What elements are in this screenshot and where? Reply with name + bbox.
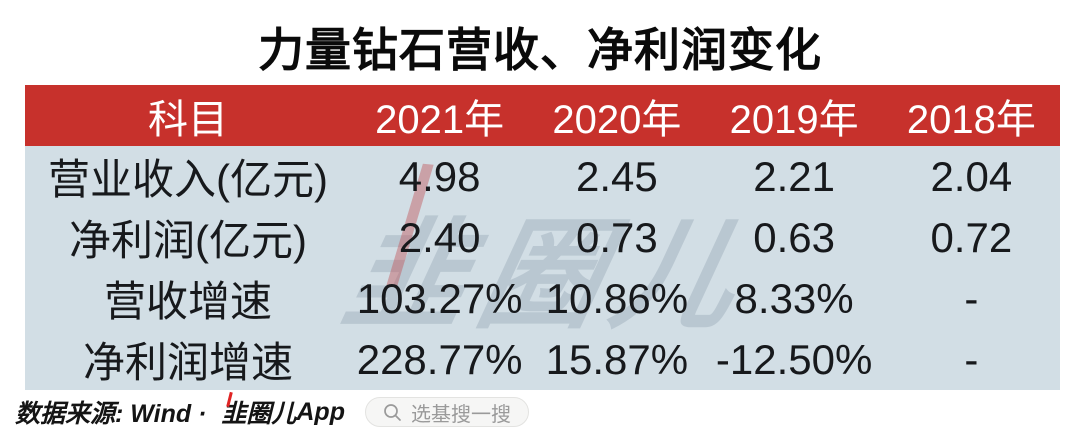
table-header-row: 科目 2021年 2020年 2019年 2018年: [25, 85, 1060, 146]
column-header-2018: 2018年: [906, 97, 1036, 142]
jiuquaner-logo: 韭圈儿 App: [221, 391, 345, 430]
table-row-revenue: 营业收入(亿元) 4.98 2.45 2.21 2.04: [25, 146, 1060, 207]
table-cell: 2.40: [398, 213, 481, 261]
row-label: 营收增速: [104, 278, 273, 325]
table-cell: 0.72: [930, 213, 1013, 261]
row-label: 净利润(亿元): [69, 217, 307, 264]
table-row-net-profit: 净利润(亿元) 2.40 0.73 0.63 0.72: [25, 207, 1060, 268]
table-cell: 2.21: [753, 152, 835, 200]
table-cell: 10.86%: [545, 274, 689, 322]
table-cell: -: [964, 274, 979, 322]
table-cell: 2.45: [575, 152, 658, 200]
data-source-text: 数据来源: Wind ·: [15, 400, 214, 428]
logo-suffix: App: [296, 397, 345, 426]
table-cell: 15.87%: [545, 335, 689, 383]
search-button-label: 选基搜一搜: [410, 403, 511, 426]
row-label: 营业收入(亿元): [48, 156, 328, 203]
table-cell: 8.33%: [734, 274, 854, 322]
logo-text: 韭圈儿: [221, 400, 297, 428]
table-cell: -12.50%: [715, 335, 873, 383]
page-title: 力量钻石营收、净利润变化: [258, 24, 822, 76]
column-header-2021: 2021年: [375, 97, 505, 142]
table-cell: 4.98: [398, 152, 481, 200]
table-cell: 2.04: [930, 152, 1013, 200]
table-cell: 0.63: [753, 213, 835, 261]
table-cell: -: [964, 335, 979, 383]
table-cell: 228.77%: [356, 335, 523, 383]
column-header-2019: 2019年: [729, 97, 859, 142]
table-cell: 0.73: [575, 213, 658, 261]
table-row-net-profit-growth: 净利润增速 228.77% 15.87% -12.50% -: [25, 329, 1060, 390]
row-label: 净利润增速: [83, 339, 294, 386]
table-body: 韭圈儿 营业收入(亿元) 4.98 2.45 2.21 2.04 净利润(亿元)…: [25, 146, 1060, 390]
column-header-2020: 2020年: [552, 97, 682, 142]
table-cell: 103.27%: [356, 274, 523, 322]
financial-table: 科目 2021年 2020年 2019年 2018年 韭圈儿 营业收入(亿元) …: [25, 85, 1060, 390]
search-icon: [383, 403, 402, 422]
footer: 数据来源: Wind · 韭圈儿 App 选基搜一搜: [15, 391, 529, 430]
table-row-revenue-growth: 营收增速 103.27% 10.86% 8.33% -: [25, 268, 1060, 329]
column-header-subject: 科目: [148, 97, 228, 142]
fund-search-button[interactable]: 选基搜一搜: [364, 397, 529, 427]
